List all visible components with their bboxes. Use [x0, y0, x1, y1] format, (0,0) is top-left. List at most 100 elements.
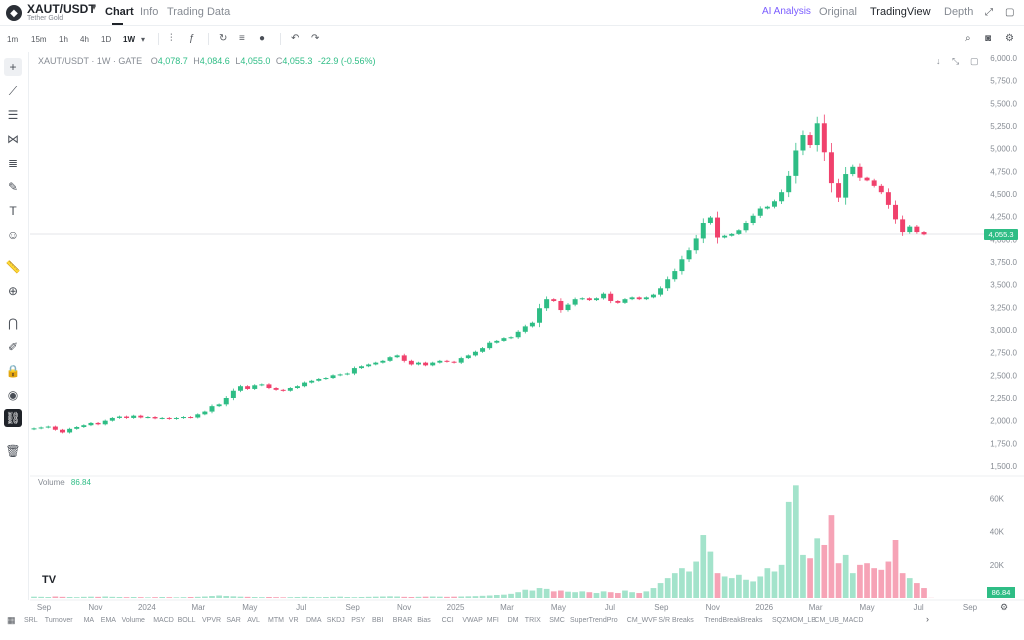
- indicator-item[interactable]: TrendBreakBreaks: [704, 617, 763, 624]
- chevron-down-icon[interactable]: ▾: [92, 3, 97, 12]
- indicator-item[interactable]: CCI: [441, 617, 454, 624]
- volume-bar: [66, 597, 73, 598]
- symbol-title[interactable]: XAUT/USDT: [27, 2, 96, 16]
- indicator-item[interactable]: MACD: [153, 617, 174, 624]
- indicator-item[interactable]: Turnover: [44, 617, 73, 624]
- settings-icon[interactable]: ⚙: [1000, 602, 1009, 612]
- y-tick-label: 4,750.0: [990, 167, 1017, 176]
- timeframe-1m[interactable]: 1m: [7, 35, 19, 44]
- timeframe-1h[interactable]: 1h: [59, 35, 68, 44]
- parallel-lines-icon[interactable]: ☰: [7, 108, 19, 122]
- indicator-item[interactable]: BOLL: [177, 617, 196, 624]
- lock-icon[interactable]: 🔒: [5, 364, 21, 378]
- volume-bar: [486, 595, 493, 598]
- window-icon[interactable]: ▢: [970, 56, 979, 66]
- indicator-item[interactable]: AVL: [247, 617, 260, 624]
- indicator-item[interactable]: VR: [288, 617, 299, 624]
- crosshair-icon[interactable]: +: [4, 58, 22, 76]
- indicator-item[interactable]: BRAR: [392, 617, 413, 624]
- indicator-item[interactable]: PSY: [351, 617, 366, 624]
- pattern-icon[interactable]: ⋈: [7, 132, 19, 146]
- last-price-tag: 4,055.3: [984, 229, 1018, 240]
- tab-chart[interactable]: Chart: [105, 6, 134, 18]
- camera-icon[interactable]: ◙: [985, 33, 992, 44]
- tab-ai-analysis[interactable]: AI Analysis: [762, 6, 811, 17]
- candle: [273, 388, 279, 390]
- collapse-icon[interactable]: ⤡: [952, 56, 960, 66]
- trend-line-icon[interactable]: ⟋: [8, 83, 18, 98]
- gear-icon[interactable]: ⚙: [1005, 33, 1014, 44]
- brush-icon[interactable]: ✎: [7, 180, 19, 194]
- timeframe-1d[interactable]: 1D: [101, 35, 112, 44]
- indicators-icon[interactable]: ƒ: [189, 33, 195, 44]
- indicator-item[interactable]: Volume: [121, 617, 145, 624]
- chevron-right-icon[interactable]: ›: [926, 614, 929, 624]
- candle: [743, 223, 749, 231]
- indicator-item[interactable]: CM_UB_MACD: [814, 617, 864, 624]
- emoji-icon[interactable]: ☺: [6, 228, 20, 242]
- diamond-icon[interactable]: ◆: [6, 5, 22, 21]
- indicator-item[interactable]: TRIX: [524, 617, 541, 624]
- indicator-item[interactable]: S/R Breaks: [658, 617, 694, 624]
- volume-bar: [380, 596, 386, 598]
- timeframe-4h[interactable]: 4h: [80, 35, 89, 44]
- indicator-item[interactable]: SQZMOM_LB: [772, 617, 816, 624]
- tab-trading-data[interactable]: Trading Data: [167, 6, 231, 18]
- indicator-item[interactable]: SuperTrendPro: [570, 617, 618, 624]
- volume-bar: [828, 515, 835, 598]
- fib-icon[interactable]: ≣: [7, 156, 19, 170]
- candle-type-icon[interactable]: ⫶: [170, 33, 173, 44]
- tab-depth[interactable]: Depth: [944, 6, 974, 18]
- indicator-item[interactable]: DM: [507, 617, 519, 624]
- indicator-item[interactable]: BBI: [372, 617, 384, 624]
- ruler-icon[interactable]: 📏: [5, 260, 21, 274]
- redo-icon[interactable]: ↷: [311, 33, 320, 44]
- candle: [487, 342, 493, 349]
- indicator-item[interactable]: CM_WVF: [626, 617, 658, 624]
- indicator-item[interactable]: SMC: [549, 617, 565, 624]
- undo-icon[interactable]: ↶: [291, 33, 300, 44]
- indicator-item[interactable]: SAR: [226, 617, 241, 624]
- trash-icon[interactable]: 🗑: [5, 444, 21, 458]
- indicator-item[interactable]: Bias: [417, 617, 431, 624]
- refresh-icon[interactable]: ↻: [219, 33, 228, 44]
- zoom-in-icon[interactable]: ⊕: [7, 284, 19, 298]
- magnet-icon[interactable]: ⋂: [8, 316, 18, 330]
- volume-bar: [664, 578, 671, 598]
- indicator-item[interactable]: SRL: [24, 617, 38, 624]
- indicator-item[interactable]: SKDJ: [326, 617, 345, 624]
- eye-icon[interactable]: ◉: [7, 388, 19, 402]
- tab-original[interactable]: Original: [819, 6, 857, 18]
- indicator-item[interactable]: VWAP: [462, 617, 483, 624]
- indicator-item[interactable]: MTM: [268, 617, 284, 624]
- candle: [793, 150, 799, 176]
- indicator-item[interactable]: EMA: [100, 617, 116, 624]
- arrow-down-icon[interactable]: ↓: [936, 56, 941, 66]
- text-icon[interactable]: T: [9, 204, 17, 218]
- alert-icon[interactable]: ●: [259, 33, 266, 44]
- expand-icon[interactable]: ⤢: [985, 7, 993, 18]
- y-tick-label: 3,250.0: [990, 303, 1017, 312]
- indicator-item[interactable]: VPVR: [202, 617, 222, 624]
- x-tick-label: 2024: [138, 603, 156, 612]
- tab-info[interactable]: Info: [140, 6, 159, 18]
- tab-tradingview[interactable]: TradingView: [870, 6, 931, 18]
- volume-bar: [899, 573, 906, 598]
- grid-icon[interactable]: ▦: [7, 615, 16, 625]
- indicator-item[interactable]: DMA: [306, 617, 322, 624]
- indicator-item[interactable]: MA: [83, 617, 95, 624]
- volume-bar: [258, 597, 265, 598]
- candle: [771, 201, 777, 207]
- timeframe-15m[interactable]: 15m: [31, 35, 47, 44]
- search-icon[interactable]: ⌕: [965, 33, 971, 44]
- timeframe-1w[interactable]: 1W: [123, 35, 135, 44]
- indicator-item[interactable]: MFI: [486, 617, 499, 624]
- list-icon[interactable]: ≡: [239, 33, 245, 44]
- link-icon[interactable]: ⛓: [4, 409, 22, 427]
- lock-draw-icon[interactable]: ✐: [7, 340, 19, 354]
- chevron-down-icon[interactable]: ▾: [141, 35, 146, 44]
- x-tick-label: May: [551, 603, 566, 612]
- window-icon[interactable]: ▢: [1005, 7, 1015, 18]
- volume-bar: [244, 596, 251, 598]
